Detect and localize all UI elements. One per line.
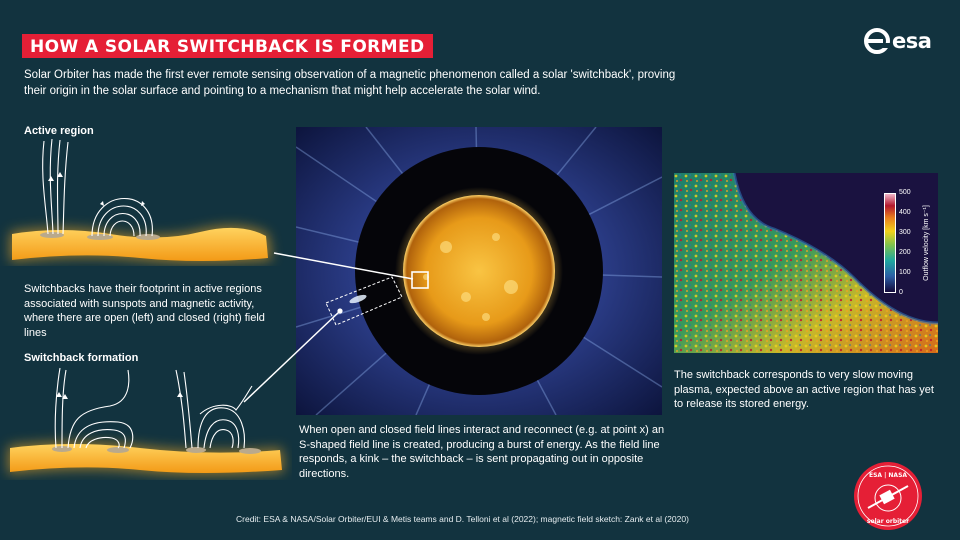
right-caption: The switchback corresponds to very slow … — [674, 369, 934, 410]
colorbar-tick-500: 500 — [899, 189, 911, 196]
solar-orbiter-image — [296, 127, 662, 415]
badge-top-text: ESA | NASA — [869, 472, 907, 479]
active-region-sketch — [10, 138, 272, 263]
solar-orbiter-mission-badge: ESA | NASA solar orbiter — [854, 462, 922, 530]
badge-bottom-text: solar orbiter — [867, 518, 909, 525]
colorbar-label: Outflow velocity [km s⁻¹] — [923, 205, 930, 281]
colorbar-tick-400: 400 — [899, 209, 911, 216]
outflow-velocity-map — [674, 173, 938, 353]
colorbar-tick-100: 100 — [899, 269, 911, 276]
colorbar-tick-200: 200 — [899, 249, 911, 256]
colorbar-tick-300: 300 — [899, 229, 911, 236]
switchback-formation-sketch — [8, 367, 284, 475]
active-region-heading: Active region — [24, 125, 94, 137]
active-region-description: Switchbacks have their footprint in acti… — [24, 283, 265, 339]
switchback-formation-heading: Switchback formation — [24, 352, 139, 364]
credit-line: Credit: ESA & NASA/Solar Orbiter/EUI & M… — [236, 514, 689, 524]
center-caption: When open and closed field lines interac… — [299, 424, 665, 480]
esa-e-icon — [864, 28, 890, 54]
esa-wordmark: esa — [892, 29, 932, 53]
colorbar-tick-0: 0 — [899, 289, 903, 296]
velocity-colorbar — [884, 193, 896, 293]
page-title: HOW A SOLAR SWITCHBACK IS FORMED — [22, 34, 433, 58]
intro-text: Solar Orbiter has made the first ever re… — [24, 69, 676, 97]
esa-logo: esa — [864, 27, 944, 55]
